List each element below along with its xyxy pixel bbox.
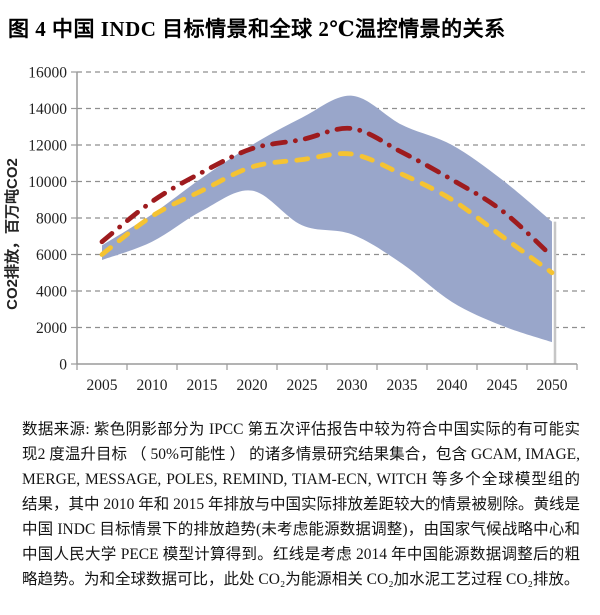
axes <box>71 71 578 370</box>
svg-text:2015: 2015 <box>187 377 218 394</box>
emissions-chart: 0 2000 4000 6000 8000 10000 12000 14000 16000 200… <box>0 55 600 407</box>
svg-text:2050: 2050 <box>537 377 568 394</box>
ipcc-scenario-band <box>102 95 552 343</box>
svg-text:12000: 12000 <box>28 138 67 155</box>
svg-text:2005: 2005 <box>87 377 118 394</box>
svg-text:0: 0 <box>59 357 67 374</box>
svg-text:2020: 2020 <box>237 377 268 394</box>
svg-text:2010: 2010 <box>137 377 168 394</box>
svg-text:2030: 2030 <box>337 377 368 394</box>
svg-text:2035: 2035 <box>387 377 418 394</box>
svg-text:14000: 14000 <box>28 101 67 118</box>
chart-canvas: 0 2000 4000 6000 8000 10000 12000 14000 16000 200… <box>3 65 585 394</box>
data-source-note: 数据来源: 紫色阴影部分为 IPCC 第五次评估报告中较为符合中国实际的有可能实… <box>22 421 581 588</box>
svg-text:8000: 8000 <box>36 211 67 228</box>
y-axis-title: CO2排放，百万吨CO2 <box>3 158 21 310</box>
svg-text:16000: 16000 <box>28 65 67 82</box>
y-axis-tick-labels: 0 2000 4000 6000 8000 10000 12000 14000 16000 <box>28 65 67 374</box>
svg-text:2000: 2000 <box>36 320 67 337</box>
adjusted-trend-line <box>99 125 555 259</box>
svg-text:2040: 2040 <box>437 377 468 394</box>
svg-text:2025: 2025 <box>287 377 318 394</box>
svg-text:4000: 4000 <box>36 284 67 301</box>
svg-text:6000: 6000 <box>36 247 67 264</box>
figure-title: 图 4 中国 INDC 目标情景和全球 2℃温控情景的关系 <box>8 17 506 41</box>
indc-target-line <box>99 151 555 276</box>
x-axis-tick-labels: 2005 2010 2015 2020 2025 2030 2035 2040 2045 2050 <box>87 377 568 394</box>
svg-text:10000: 10000 <box>28 174 67 191</box>
svg-text:2045: 2045 <box>487 377 518 394</box>
